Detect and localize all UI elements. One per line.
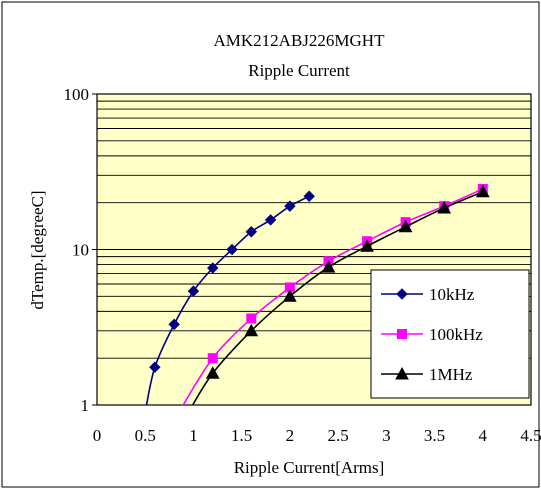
x-tick-label: 4 — [479, 426, 488, 445]
series-line — [145, 195, 310, 405]
data-point — [283, 289, 297, 302]
data-point — [264, 214, 277, 226]
data-point — [398, 219, 413, 233]
legend: 10kHz 100kHz 1MHz — [370, 269, 530, 399]
y-tick-label: 100 — [64, 85, 90, 104]
legend-swatch-marker — [396, 288, 408, 300]
data-point — [205, 366, 220, 379]
data-point — [246, 313, 257, 324]
data-point — [168, 318, 180, 331]
x-tick-label: 0.5 — [135, 426, 156, 445]
legend-swatch-marker — [397, 329, 407, 339]
data-point — [284, 200, 296, 212]
y-tick-label: 1 — [81, 396, 90, 415]
chart-subtitle: Ripple Current — [248, 61, 350, 80]
legend-swatch-marker — [395, 366, 409, 380]
data-point — [207, 262, 219, 274]
data-point — [149, 361, 161, 373]
data-point — [187, 285, 200, 297]
plot-layer: 1 10 100 0 0.5 1 1.5 2 2.5 3 3.5 4 4.5 — [64, 85, 541, 445]
x-tick-label: 2 — [286, 426, 295, 445]
data-point — [244, 323, 259, 337]
x-tick-label: 0 — [93, 426, 102, 445]
x-tick-label: 3.5 — [424, 426, 445, 445]
data-point — [303, 190, 315, 202]
x-tick-label: 1.5 — [231, 426, 252, 445]
data-point — [321, 260, 336, 273]
legend-label: 1MHz — [429, 365, 473, 384]
data-point — [360, 239, 374, 252]
series-group — [145, 195, 310, 405]
y-tick-label: 10 — [72, 241, 89, 260]
x-axis-label: Ripple Current[Arms] — [234, 458, 385, 477]
x-tick-label: 1 — [189, 426, 198, 445]
data-point — [437, 200, 452, 214]
data-point — [245, 226, 258, 238]
y-axis-label: dTemp.[degreeC] — [28, 190, 47, 309]
legend-label: 100kHz — [429, 325, 483, 344]
data-point — [226, 243, 238, 256]
data-point — [207, 353, 218, 364]
legend-label: 10kHz — [429, 285, 475, 304]
x-tick-label: 2.5 — [327, 426, 348, 445]
x-tick-label: 4.5 — [520, 426, 541, 445]
x-tick-label: 3 — [382, 426, 391, 445]
data-point — [475, 184, 490, 198]
chart-title: AMK212ABJ226MGHT — [214, 31, 386, 50]
